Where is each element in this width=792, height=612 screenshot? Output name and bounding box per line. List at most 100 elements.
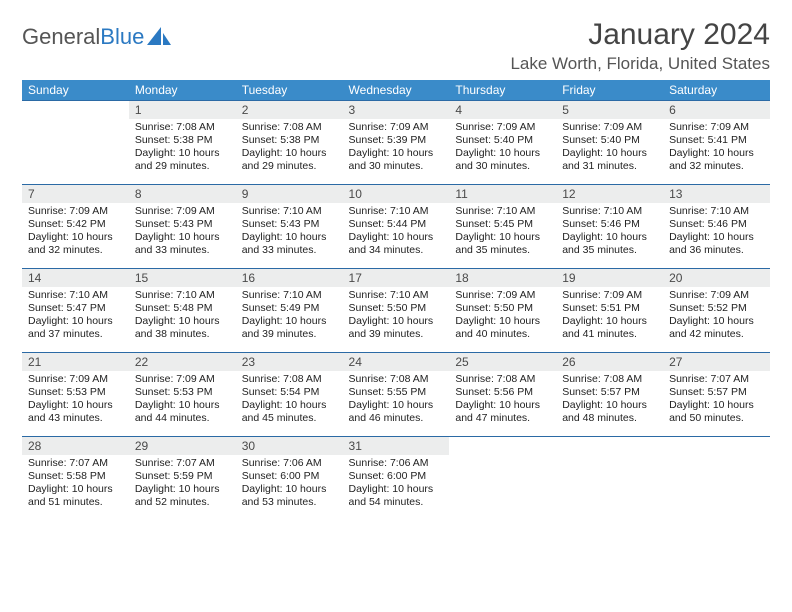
- day-body: Sunrise: 7:10 AMSunset: 5:50 PMDaylight:…: [343, 287, 450, 346]
- day-number: 12: [556, 185, 663, 203]
- sunset-line: Sunset: 5:48 PM: [135, 302, 230, 315]
- sunset-line: Sunset: 5:54 PM: [242, 386, 337, 399]
- sunrise-line: Sunrise: 7:09 AM: [562, 289, 657, 302]
- calendar-cell: [449, 437, 556, 521]
- day-body: Sunrise: 7:09 AMSunset: 5:40 PMDaylight:…: [449, 119, 556, 178]
- day-number: 31: [343, 437, 450, 455]
- sunset-line: Sunset: 5:40 PM: [455, 134, 550, 147]
- calendar-cell: [22, 101, 129, 185]
- calendar-cell: 19Sunrise: 7:09 AMSunset: 5:51 PMDayligh…: [556, 269, 663, 353]
- calendar-cell: 6Sunrise: 7:09 AMSunset: 5:41 PMDaylight…: [663, 101, 770, 185]
- sunrise-line: Sunrise: 7:08 AM: [562, 373, 657, 386]
- daylight-line: Daylight: 10 hours and 37 minutes.: [28, 315, 123, 341]
- day-number: 1: [129, 101, 236, 119]
- sunrise-line: Sunrise: 7:10 AM: [349, 205, 444, 218]
- calendar-cell: [556, 437, 663, 521]
- daylight-line: Daylight: 10 hours and 29 minutes.: [242, 147, 337, 173]
- month-title: January 2024: [510, 18, 770, 52]
- sunset-line: Sunset: 5:50 PM: [349, 302, 444, 315]
- sunset-line: Sunset: 5:45 PM: [455, 218, 550, 231]
- calendar-cell: 23Sunrise: 7:08 AMSunset: 5:54 PMDayligh…: [236, 353, 343, 437]
- header: GeneralBlue January 2024 Lake Worth, Flo…: [22, 18, 770, 74]
- daylight-line: Daylight: 10 hours and 43 minutes.: [28, 399, 123, 425]
- sunset-line: Sunset: 5:51 PM: [562, 302, 657, 315]
- day-number: 20: [663, 269, 770, 287]
- sunset-line: Sunset: 6:00 PM: [242, 470, 337, 483]
- calendar-cell: 28Sunrise: 7:07 AMSunset: 5:58 PMDayligh…: [22, 437, 129, 521]
- calendar-cell: 7Sunrise: 7:09 AMSunset: 5:42 PMDaylight…: [22, 185, 129, 269]
- sunrise-line: Sunrise: 7:08 AM: [135, 121, 230, 134]
- sunset-line: Sunset: 5:38 PM: [135, 134, 230, 147]
- sunrise-line: Sunrise: 7:09 AM: [349, 121, 444, 134]
- day-body: Sunrise: 7:09 AMSunset: 5:41 PMDaylight:…: [663, 119, 770, 178]
- calendar-table: SundayMondayTuesdayWednesdayThursdayFrid…: [22, 80, 770, 521]
- day-number: 27: [663, 353, 770, 371]
- calendar-cell: 25Sunrise: 7:08 AMSunset: 5:56 PMDayligh…: [449, 353, 556, 437]
- day-body: Sunrise: 7:10 AMSunset: 5:46 PMDaylight:…: [556, 203, 663, 262]
- day-body: Sunrise: 7:08 AMSunset: 5:54 PMDaylight:…: [236, 371, 343, 430]
- day-body: Sunrise: 7:08 AMSunset: 5:38 PMDaylight:…: [129, 119, 236, 178]
- daylight-line: Daylight: 10 hours and 50 minutes.: [669, 399, 764, 425]
- calendar-cell: 9Sunrise: 7:10 AMSunset: 5:43 PMDaylight…: [236, 185, 343, 269]
- day-body: Sunrise: 7:09 AMSunset: 5:53 PMDaylight:…: [22, 371, 129, 430]
- day-number: 9: [236, 185, 343, 203]
- day-number: 18: [449, 269, 556, 287]
- weekday-header: Wednesday: [343, 80, 450, 101]
- calendar-cell: 20Sunrise: 7:09 AMSunset: 5:52 PMDayligh…: [663, 269, 770, 353]
- daylight-line: Daylight: 10 hours and 45 minutes.: [242, 399, 337, 425]
- sunset-line: Sunset: 5:53 PM: [28, 386, 123, 399]
- day-number: 24: [343, 353, 450, 371]
- calendar-cell: 16Sunrise: 7:10 AMSunset: 5:49 PMDayligh…: [236, 269, 343, 353]
- day-number: 21: [22, 353, 129, 371]
- calendar-week-row: 28Sunrise: 7:07 AMSunset: 5:58 PMDayligh…: [22, 437, 770, 521]
- day-body: Sunrise: 7:09 AMSunset: 5:40 PMDaylight:…: [556, 119, 663, 178]
- sunset-line: Sunset: 5:39 PM: [349, 134, 444, 147]
- sunrise-line: Sunrise: 7:09 AM: [455, 121, 550, 134]
- day-number: 11: [449, 185, 556, 203]
- day-number: 8: [129, 185, 236, 203]
- calendar-cell: 14Sunrise: 7:10 AMSunset: 5:47 PMDayligh…: [22, 269, 129, 353]
- day-body: Sunrise: 7:09 AMSunset: 5:39 PMDaylight:…: [343, 119, 450, 178]
- day-body: Sunrise: 7:07 AMSunset: 5:57 PMDaylight:…: [663, 371, 770, 430]
- calendar-cell: 18Sunrise: 7:09 AMSunset: 5:50 PMDayligh…: [449, 269, 556, 353]
- sunset-line: Sunset: 5:57 PM: [562, 386, 657, 399]
- day-body: Sunrise: 7:10 AMSunset: 5:46 PMDaylight:…: [663, 203, 770, 262]
- day-body: Sunrise: 7:10 AMSunset: 5:48 PMDaylight:…: [129, 287, 236, 346]
- calendar-cell: 15Sunrise: 7:10 AMSunset: 5:48 PMDayligh…: [129, 269, 236, 353]
- sunrise-line: Sunrise: 7:10 AM: [242, 205, 337, 218]
- sunset-line: Sunset: 5:40 PM: [562, 134, 657, 147]
- day-body: Sunrise: 7:09 AMSunset: 5:52 PMDaylight:…: [663, 287, 770, 346]
- daylight-line: Daylight: 10 hours and 36 minutes.: [669, 231, 764, 257]
- sunset-line: Sunset: 5:53 PM: [135, 386, 230, 399]
- sunset-line: Sunset: 6:00 PM: [349, 470, 444, 483]
- calendar-cell: 11Sunrise: 7:10 AMSunset: 5:45 PMDayligh…: [449, 185, 556, 269]
- sunrise-line: Sunrise: 7:10 AM: [349, 289, 444, 302]
- sunrise-line: Sunrise: 7:09 AM: [562, 121, 657, 134]
- sunrise-line: Sunrise: 7:09 AM: [669, 289, 764, 302]
- day-number: 15: [129, 269, 236, 287]
- calendar-cell: 3Sunrise: 7:09 AMSunset: 5:39 PMDaylight…: [343, 101, 450, 185]
- daylight-line: Daylight: 10 hours and 33 minutes.: [242, 231, 337, 257]
- daylight-line: Daylight: 10 hours and 44 minutes.: [135, 399, 230, 425]
- sunset-line: Sunset: 5:56 PM: [455, 386, 550, 399]
- sunrise-line: Sunrise: 7:09 AM: [135, 205, 230, 218]
- daylight-line: Daylight: 10 hours and 40 minutes.: [455, 315, 550, 341]
- daylight-line: Daylight: 10 hours and 34 minutes.: [349, 231, 444, 257]
- daylight-line: Daylight: 10 hours and 39 minutes.: [242, 315, 337, 341]
- day-body: Sunrise: 7:06 AMSunset: 6:00 PMDaylight:…: [343, 455, 450, 514]
- calendar-cell: 22Sunrise: 7:09 AMSunset: 5:53 PMDayligh…: [129, 353, 236, 437]
- day-number: 30: [236, 437, 343, 455]
- sunrise-line: Sunrise: 7:08 AM: [455, 373, 550, 386]
- calendar-body: 1Sunrise: 7:08 AMSunset: 5:38 PMDaylight…: [22, 101, 770, 521]
- sunrise-line: Sunrise: 7:07 AM: [28, 457, 123, 470]
- calendar-cell: 30Sunrise: 7:06 AMSunset: 6:00 PMDayligh…: [236, 437, 343, 521]
- calendar-cell: 12Sunrise: 7:10 AMSunset: 5:46 PMDayligh…: [556, 185, 663, 269]
- logo-sail-icon: [147, 27, 173, 47]
- day-body: Sunrise: 7:08 AMSunset: 5:57 PMDaylight:…: [556, 371, 663, 430]
- day-number: 7: [22, 185, 129, 203]
- sunrise-line: Sunrise: 7:08 AM: [242, 373, 337, 386]
- daylight-line: Daylight: 10 hours and 42 minutes.: [669, 315, 764, 341]
- sunrise-line: Sunrise: 7:06 AM: [242, 457, 337, 470]
- day-body: Sunrise: 7:10 AMSunset: 5:47 PMDaylight:…: [22, 287, 129, 346]
- calendar-cell: 5Sunrise: 7:09 AMSunset: 5:40 PMDaylight…: [556, 101, 663, 185]
